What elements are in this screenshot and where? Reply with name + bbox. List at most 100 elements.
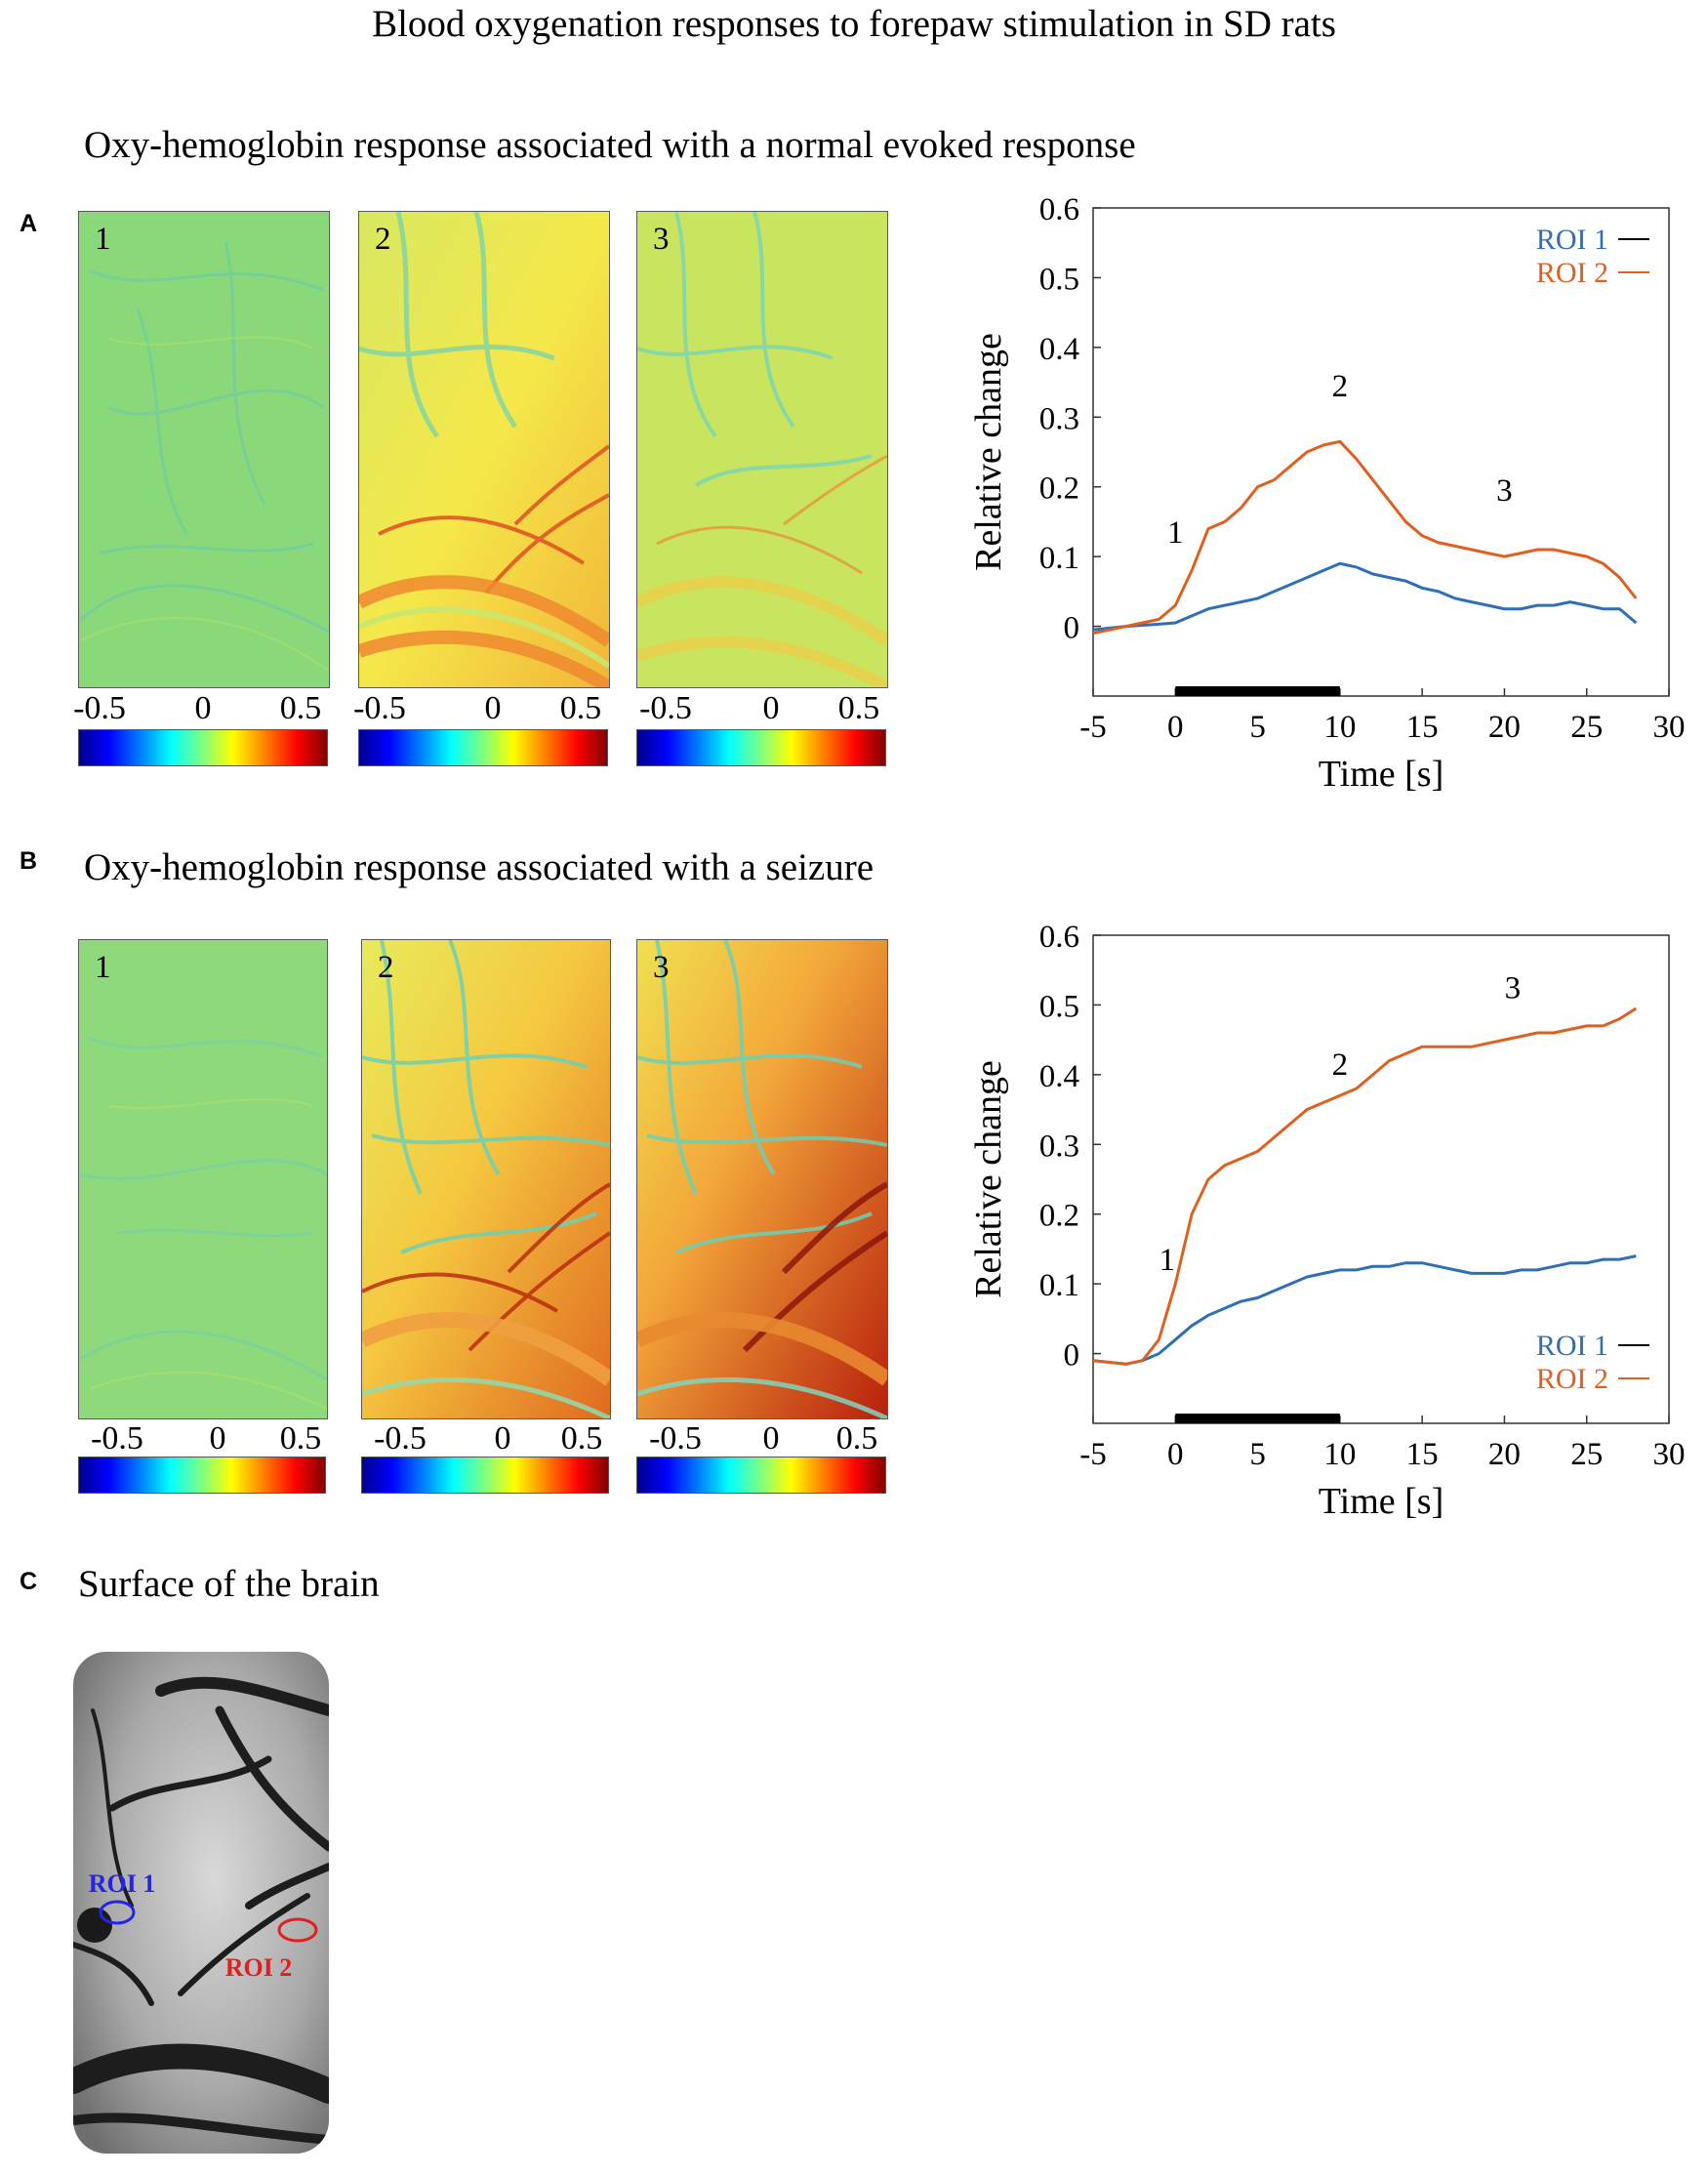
phase-annotation: 1 <box>1159 1243 1176 1278</box>
roi-1-label: ROI 1 <box>89 1869 156 1898</box>
roi-2-marker <box>277 1917 318 1943</box>
map-b-3-texture <box>637 940 887 1418</box>
series-line-roi-2 <box>1092 439 1638 636</box>
map-a-1-label: 1 <box>95 222 111 257</box>
cb-tick-mid: 0 <box>209 1420 226 1457</box>
colorbar-a-1 <box>78 729 328 766</box>
y-tick-label: 0.2 <box>1039 1199 1079 1234</box>
panel-letter-b: B <box>20 847 38 875</box>
phase-annotation: 3 <box>1505 970 1522 1006</box>
map-a-3-texture <box>637 212 887 687</box>
map-b-2: 2 <box>361 939 611 1419</box>
x-tick-label: 25 <box>1570 710 1603 745</box>
y-tick-label: 0.5 <box>1039 989 1079 1024</box>
panel-b-subtitle: Oxy-hemoglobin response associated with … <box>84 846 874 888</box>
y-tick-label: 0.3 <box>1039 1129 1079 1164</box>
figure-title: Blood oxygenation responses to forepaw s… <box>372 3 1336 45</box>
cb-tick-max: 0.5 <box>835 1420 878 1457</box>
cb-tick-min: -0.5 <box>73 690 126 726</box>
map-b-1-texture <box>79 940 327 1418</box>
y-tick-label: 0 <box>1064 611 1080 646</box>
y-tick-label: 0.5 <box>1039 262 1079 297</box>
cb-tick-max: 0.5 <box>560 1420 603 1457</box>
colorbar-a-2-ticks: -0.5 0 0.5 <box>353 690 608 727</box>
map-b-1-label: 1 <box>95 950 111 985</box>
x-axis-label: Time [s] <box>1319 1481 1444 1522</box>
map-a-3: 3 <box>636 211 888 688</box>
plot-frame <box>1092 207 1670 697</box>
y-axis-label: Relative change <box>968 1060 1009 1298</box>
y-tick-label: 0.1 <box>1039 541 1079 576</box>
colorbar-b-3 <box>636 1457 886 1494</box>
colorbar-b-2-ticks: -0.5 0 0.5 <box>361 1420 609 1458</box>
series-line-roi-1 <box>1092 561 1638 632</box>
y-tick-label: 0.2 <box>1039 472 1079 507</box>
phase-annotation: 3 <box>1496 473 1513 509</box>
colorbar-b-1 <box>78 1457 326 1494</box>
x-tick-label: 5 <box>1249 1437 1266 1472</box>
cb-tick-max: 0.5 <box>279 690 322 726</box>
cb-tick-mid: 0 <box>762 690 780 726</box>
y-tick-label: 0.4 <box>1039 332 1079 367</box>
map-b-2-label: 2 <box>378 950 394 985</box>
colorbar-b-1-ticks: -0.5 0 0.5 <box>78 1420 326 1458</box>
y-tick-label: 0.1 <box>1039 1268 1079 1303</box>
x-axis-label: Time [s] <box>1319 754 1444 795</box>
x-tick-label: 10 <box>1323 1437 1356 1472</box>
legend-label-roi-1: ROI 1 <box>1536 224 1608 256</box>
x-tick-label: 10 <box>1323 710 1356 745</box>
x-tick-label: 20 <box>1488 710 1521 745</box>
series-line-roi-2 <box>1092 1006 1638 1366</box>
legend-label-roi-2: ROI 2 <box>1536 257 1608 289</box>
phase-annotation: 1 <box>1167 515 1184 551</box>
series-line-roi-1 <box>1092 1254 1637 1366</box>
chart-b-svg: 0 0.1 0.2 0.3 0.4 0.5 0.6 -5 0 5 10 15 20 25 30 Time [s… <box>968 920 1686 1522</box>
cb-tick-max: 0.5 <box>837 690 880 726</box>
cb-tick-mid: 0 <box>762 1420 780 1457</box>
y-tick-label: 0 <box>1064 1338 1080 1374</box>
panel-letter-c: C <box>20 1568 38 1595</box>
x-tick-label: 30 <box>1653 1437 1686 1472</box>
map-a-1: 1 <box>78 211 330 688</box>
cb-tick-mid: 0 <box>484 690 502 726</box>
map-b-1: 1 <box>78 939 328 1419</box>
cb-tick-mid: 0 <box>194 690 212 726</box>
brain-surface-image: ROI 1 ROI 2 <box>73 1652 329 2154</box>
map-b-2-texture <box>362 940 610 1418</box>
map-a-1-texture <box>79 212 329 687</box>
y-tick-label: 0.6 <box>1039 920 1079 955</box>
plot-frame <box>1092 934 1670 1424</box>
x-tick-label: -5 <box>1079 1437 1107 1472</box>
cb-tick-max: 0.5 <box>279 1420 322 1457</box>
y-tick-label: 0.6 <box>1039 192 1079 227</box>
x-tick-label: -5 <box>1079 710 1107 745</box>
panel-letter-a: A <box>20 210 38 237</box>
colorbar-a-1-ticks: -0.5 0 0.5 <box>73 690 328 727</box>
map-a-2: 2 <box>358 211 610 688</box>
map-a-3-label: 3 <box>653 222 670 257</box>
map-a-2-label: 2 <box>375 222 391 257</box>
x-tick-label: 15 <box>1406 710 1439 745</box>
x-tick-label: 20 <box>1488 1437 1521 1472</box>
brain-surface-drawing: ROI 1 ROI 2 <box>73 1652 329 2154</box>
colorbar-b-3-ticks: -0.5 0 0.5 <box>636 1420 886 1458</box>
map-b-3-label: 3 <box>653 950 670 985</box>
x-tick-label: 30 <box>1653 710 1686 745</box>
x-tick-label: 25 <box>1570 1437 1603 1472</box>
cb-tick-max: 0.5 <box>559 690 602 726</box>
y-axis-label: Relative change <box>968 333 1009 571</box>
cb-tick-mid: 0 <box>494 1420 511 1457</box>
legend-label-roi-1: ROI 1 <box>1536 1330 1608 1362</box>
x-tick-label: 15 <box>1406 1437 1439 1472</box>
cb-tick-min: -0.5 <box>374 1420 427 1457</box>
x-tick-label: 0 <box>1167 1437 1184 1472</box>
y-tick-label: 0.3 <box>1039 401 1079 436</box>
colorbar-a-2 <box>358 729 608 766</box>
phase-annotation: 2 <box>1332 1047 1349 1083</box>
map-b-3: 3 <box>636 939 888 1419</box>
x-tick-label: 5 <box>1249 710 1266 745</box>
roi-2-label: ROI 2 <box>225 1953 293 1982</box>
y-tick-label: 0.4 <box>1039 1059 1079 1094</box>
map-a-2-texture <box>359 212 609 687</box>
x-tick-label: 0 <box>1167 710 1184 745</box>
